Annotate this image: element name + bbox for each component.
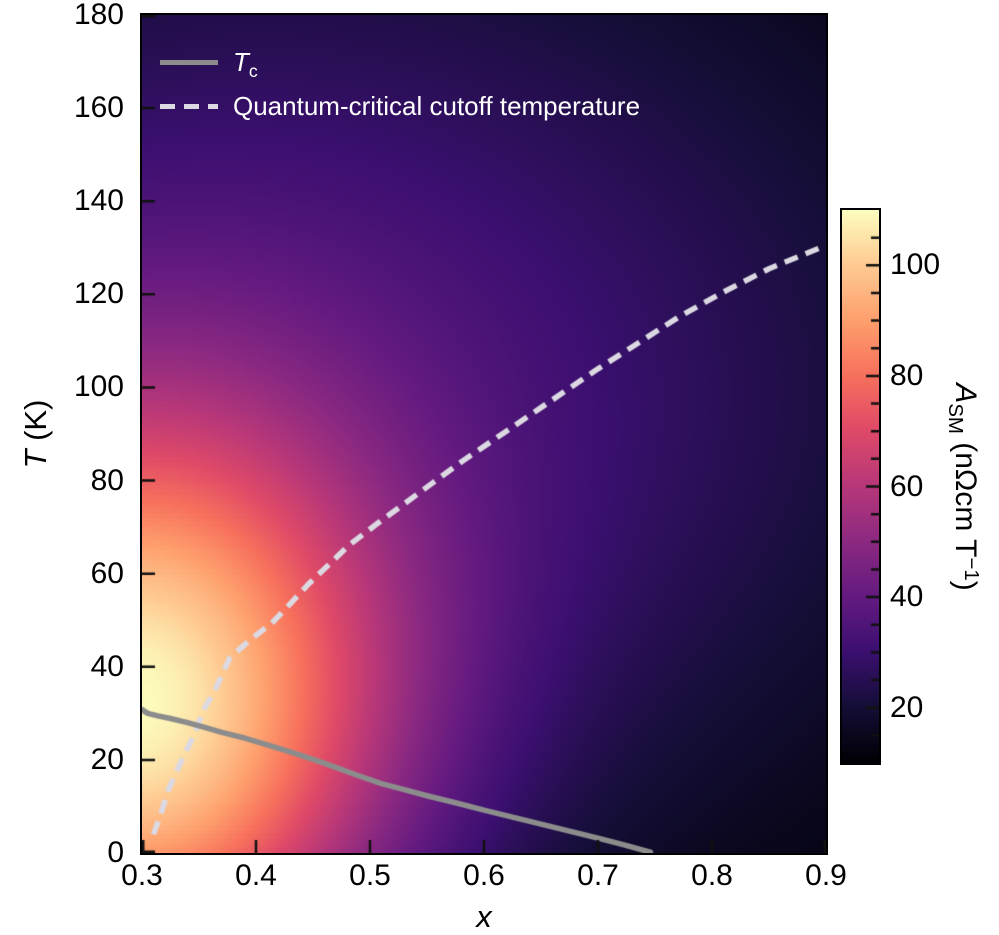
- colorbar-tick-label: 100: [890, 248, 941, 282]
- tc-line-swatch: [160, 59, 218, 65]
- legend: Tc Quantum-critical cutoff temperature: [160, 47, 640, 121]
- y-tick-label: 180: [73, 0, 124, 31]
- legend-item-qc: Quantum-critical cutoff temperature: [160, 91, 640, 121]
- y-tick-label: 0: [107, 836, 124, 869]
- qc-line-swatch: [160, 103, 218, 109]
- y-axis-title: T (K): [18, 399, 53, 469]
- heatmap-canvas: [142, 15, 826, 853]
- colorbar-title: ASM (nΩcm T−1): [944, 383, 983, 591]
- x-tick-label: 0.8: [691, 859, 733, 892]
- x-tick-label: 0.5: [349, 859, 391, 892]
- y-tick-label: 140: [73, 184, 124, 218]
- y-tick-label: 160: [73, 91, 124, 125]
- y-tick-label: 40: [90, 649, 124, 683]
- y-tick-label: 100: [73, 370, 124, 404]
- qc-label: Quantum-critical cutoff temperature: [233, 91, 641, 121]
- y-tick-label: 60: [90, 556, 124, 590]
- x-tick-label: 0.4: [235, 859, 277, 892]
- y-tick-label: 20: [90, 742, 124, 776]
- colorbar-canvas: [842, 210, 879, 763]
- tc-label: Tc: [233, 47, 258, 81]
- legend-item-tc: Tc: [160, 47, 640, 81]
- x-tick-label: 0.3: [121, 859, 163, 892]
- x-axis-title: x: [476, 899, 492, 934]
- y-tick-label: 120: [73, 277, 124, 311]
- x-tick-label: 0.9: [805, 859, 847, 892]
- colorbar-tick-label: 20: [890, 690, 924, 724]
- x-tick-label: 0.7: [577, 859, 619, 892]
- colorbar-tick-label: 40: [890, 580, 924, 614]
- x-tick-label: 0.6: [463, 859, 505, 892]
- colorbar-tick-label: 80: [890, 358, 924, 392]
- y-tick-label: 80: [90, 463, 124, 497]
- colorbar-tick-label: 60: [890, 469, 924, 503]
